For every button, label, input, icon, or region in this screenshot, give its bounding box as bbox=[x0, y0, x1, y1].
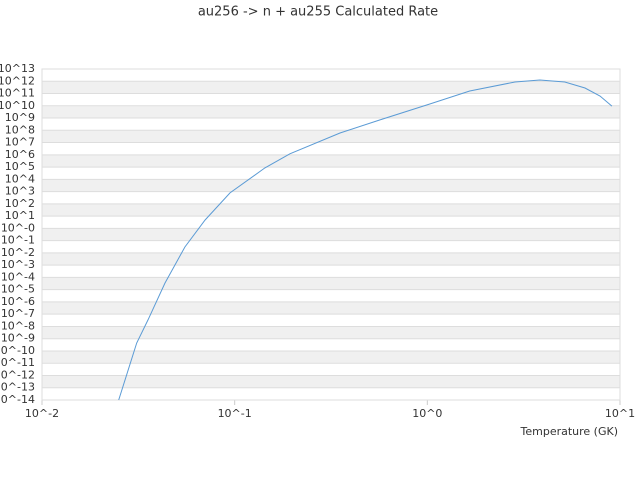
y-tick-label: 10^-12 bbox=[0, 368, 35, 381]
x-axis-title: Temperature (GK) bbox=[520, 425, 619, 438]
y-tick-label: 10^-13 bbox=[0, 381, 35, 394]
y-tick-label: 10^-3 bbox=[1, 258, 35, 271]
grid-band bbox=[42, 154, 620, 168]
grid-band bbox=[42, 301, 620, 315]
y-tick-label: 10^13 bbox=[0, 62, 35, 75]
plot-frame bbox=[41, 68, 621, 401]
x-tick-label: 10^-2 bbox=[25, 407, 59, 420]
y-tick-label: 10^-0 bbox=[1, 221, 35, 234]
grid-band bbox=[42, 277, 620, 290]
y-tick-label: 10^3 bbox=[5, 185, 35, 198]
x-tick-label: 10^-1 bbox=[218, 407, 252, 420]
grid-band bbox=[42, 81, 620, 94]
rate-line bbox=[118, 79, 613, 401]
grid-band bbox=[42, 203, 620, 217]
y-tick-label: 10^-10 bbox=[0, 344, 35, 357]
y-tick-label: 10^11 bbox=[0, 87, 35, 100]
y-tick-label: 10^-11 bbox=[0, 356, 35, 369]
y-tick-label: 10^-6 bbox=[1, 295, 35, 308]
grid-band bbox=[42, 326, 620, 339]
grid-band bbox=[42, 375, 620, 388]
chart-title: au256 -> n + au255 Calculated Rate bbox=[198, 5, 438, 20]
y-tick-label: 10^1 bbox=[5, 209, 35, 222]
grid-band bbox=[42, 105, 620, 119]
x-tick-label: 10^0 bbox=[412, 407, 442, 420]
y-tick-label: 10^-8 bbox=[1, 319, 35, 332]
grid-band bbox=[42, 350, 620, 364]
y-tick-label: 10^-5 bbox=[1, 283, 35, 296]
y-tick-label: 10^8 bbox=[5, 123, 35, 136]
y-tick-label: 10^7 bbox=[5, 136, 35, 149]
y-tick-label: 10^12 bbox=[0, 74, 35, 87]
y-tick-label: 10^2 bbox=[5, 197, 35, 210]
y-tick-label: 10^-1 bbox=[1, 234, 35, 247]
x-tick-label: 10^1 bbox=[605, 407, 635, 420]
y-tick-label: 10^4 bbox=[5, 172, 35, 185]
y-tick-label: 10^6 bbox=[5, 148, 35, 161]
y-tick-label: 10^-9 bbox=[1, 332, 35, 345]
y-tick-label: 10^5 bbox=[5, 160, 35, 173]
grid-band bbox=[42, 228, 620, 241]
y-tick-label: 10^9 bbox=[5, 111, 35, 124]
y-tick-label: 10^-2 bbox=[1, 246, 35, 259]
grid-band bbox=[42, 179, 620, 192]
y-tick-label: 10^-7 bbox=[1, 307, 35, 320]
y-tick-label: 10^10 bbox=[0, 99, 35, 112]
y-tick-label: 10^-14 bbox=[0, 393, 35, 406]
y-tick-label: 10^-4 bbox=[1, 270, 35, 283]
grid-band bbox=[42, 252, 620, 266]
